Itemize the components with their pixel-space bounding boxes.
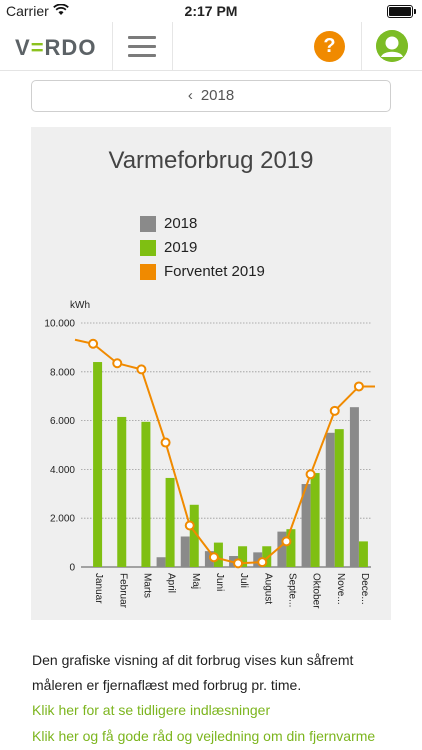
- y-tick-label: 6.000: [50, 416, 75, 427]
- expected-point: [353, 381, 364, 392]
- year-selector-button[interactable]: ‹ 2018: [31, 80, 391, 112]
- consumption-chart: kWh 0 2.000 4.000 6.000 8.000 10.000 Januar Febr…: [44, 300, 375, 609]
- nav-divider: [172, 22, 173, 70]
- bar-2019: [213, 542, 223, 567]
- x-tick-label: Januar: [93, 573, 104, 604]
- legend-label: 2019: [164, 239, 198, 256]
- bar-2018: [180, 536, 190, 567]
- bar-2019: [334, 429, 344, 567]
- x-tick-label: Septe...: [286, 573, 297, 607]
- profile-icon[interactable]: [376, 30, 408, 62]
- expected-point: [305, 469, 316, 480]
- bar-2018: [349, 407, 359, 567]
- x-tick-label: April: [166, 573, 177, 593]
- status-bar: Carrier 2:17 PM: [0, 0, 422, 22]
- verdo-logo[interactable]: V=RDO: [15, 35, 96, 61]
- expected-point: [88, 338, 99, 349]
- expected-point: [257, 557, 268, 568]
- nav-divider: [112, 22, 113, 70]
- x-tick-label: Februar: [117, 573, 128, 609]
- expected-point: [233, 558, 244, 569]
- y-tick-label: 10.000: [44, 319, 75, 330]
- carrier-label: Carrier: [6, 3, 49, 19]
- bar-2018: [156, 557, 166, 567]
- x-tick-label: Nove...: [335, 573, 346, 605]
- bar-2018: [253, 552, 263, 567]
- bar-2019: [358, 541, 368, 567]
- expected-point: [160, 437, 171, 448]
- expected-point: [184, 520, 195, 531]
- expected-point: [329, 405, 340, 416]
- logo-accent: =: [30, 35, 45, 60]
- bar-2019: [93, 362, 103, 567]
- y-tick-label: 2.000: [50, 514, 75, 525]
- year-label: 2018: [200, 87, 235, 104]
- nav-bar: V=RDO ?: [0, 22, 422, 71]
- bar-2018: [325, 432, 335, 567]
- expected-point: [208, 552, 219, 563]
- bar-2019: [262, 546, 272, 567]
- x-tick-label: Marts: [141, 573, 152, 598]
- chevron-left-icon: ‹: [187, 87, 193, 104]
- battery-icon: [387, 5, 416, 18]
- chart-title: Varmeforbrug 2019: [108, 147, 314, 174]
- legend-swatch: [140, 240, 156, 256]
- bar-2019: [286, 529, 296, 567]
- expected-point: [281, 536, 292, 547]
- bar-2019: [141, 421, 151, 567]
- x-tick-label: Oktober: [311, 573, 322, 609]
- legend-swatch: [140, 264, 156, 280]
- legend-label: 2018: [164, 215, 198, 232]
- x-tick-label: Dece...: [359, 573, 370, 605]
- advice-link[interactable]: Klik her og få gode råd og vejledning om…: [32, 728, 376, 744]
- x-tick-label: Juli: [238, 573, 249, 588]
- bar-2018: [301, 484, 311, 567]
- status-time: 2:17 PM: [184, 3, 238, 19]
- chart-panel: Varmeforbrug 2019 2018 2019 Forventet 20…: [31, 127, 391, 620]
- bar-2019: [117, 416, 127, 567]
- logo-prefix: V: [15, 35, 31, 60]
- bar-2019: [238, 546, 248, 567]
- y-axis-unit-label: kWh: [70, 300, 90, 311]
- x-tick-label: Maj: [190, 573, 201, 589]
- y-tick-label: 0: [69, 563, 75, 574]
- logo-suffix: RDO: [44, 35, 97, 60]
- legend-label: Forventet 2019: [164, 263, 265, 280]
- legend-swatch: [140, 216, 156, 232]
- y-tick-label: 8.000: [50, 367, 75, 378]
- nav-divider: [361, 22, 362, 70]
- wifi-icon: [53, 4, 69, 15]
- y-tick-label: 4.000: [50, 465, 75, 476]
- history-link[interactable]: Klik her for at se tidligere indlæsninge…: [32, 702, 271, 718]
- bar-2018: [277, 531, 287, 567]
- x-tick-label: Juni: [214, 573, 225, 591]
- help-icon[interactable]: ?: [314, 31, 345, 62]
- expected-point: [112, 358, 123, 369]
- bar-2019: [165, 477, 175, 567]
- bar-2019: [310, 473, 320, 567]
- menu-icon[interactable]: [128, 36, 156, 58]
- x-tick-label: August: [262, 573, 273, 604]
- bar-2019: [189, 504, 199, 567]
- info-text: Den grafiske visning af dit forbrug vise…: [32, 652, 354, 693]
- expected-point: [136, 364, 147, 375]
